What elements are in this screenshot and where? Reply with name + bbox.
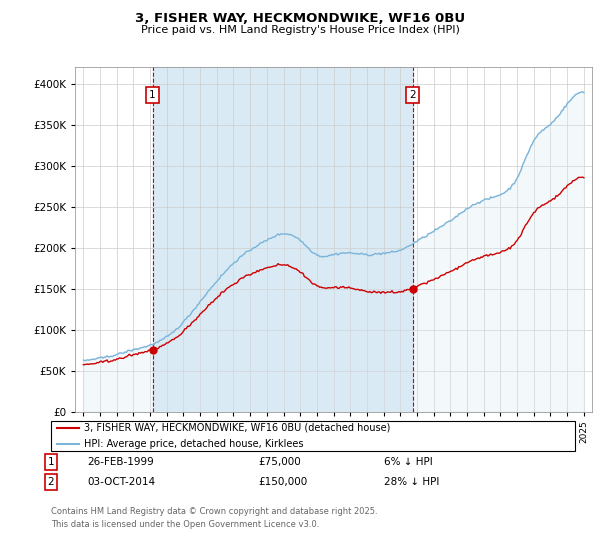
Text: Price paid vs. HM Land Registry's House Price Index (HPI): Price paid vs. HM Land Registry's House … bbox=[140, 25, 460, 35]
Text: 3, FISHER WAY, HECKMONDWIKE, WF16 0BU (detached house): 3, FISHER WAY, HECKMONDWIKE, WF16 0BU (d… bbox=[84, 423, 391, 433]
Text: 3, FISHER WAY, HECKMONDWIKE, WF16 0BU: 3, FISHER WAY, HECKMONDWIKE, WF16 0BU bbox=[135, 12, 465, 25]
Text: 26-FEB-1999: 26-FEB-1999 bbox=[87, 457, 154, 467]
Text: 1: 1 bbox=[149, 90, 156, 100]
Text: HPI: Average price, detached house, Kirklees: HPI: Average price, detached house, Kirk… bbox=[84, 438, 304, 449]
Text: 6% ↓ HPI: 6% ↓ HPI bbox=[384, 457, 433, 467]
Text: Contains HM Land Registry data © Crown copyright and database right 2025.: Contains HM Land Registry data © Crown c… bbox=[51, 507, 377, 516]
Text: 28% ↓ HPI: 28% ↓ HPI bbox=[384, 477, 439, 487]
Text: This data is licensed under the Open Government Licence v3.0.: This data is licensed under the Open Gov… bbox=[51, 520, 319, 529]
Text: 1: 1 bbox=[47, 457, 55, 467]
FancyBboxPatch shape bbox=[50, 421, 575, 451]
Bar bbox=[152, 67, 413, 412]
Text: 03-OCT-2014: 03-OCT-2014 bbox=[87, 477, 155, 487]
Text: £75,000: £75,000 bbox=[258, 457, 301, 467]
Text: £150,000: £150,000 bbox=[258, 477, 307, 487]
Text: 2: 2 bbox=[47, 477, 55, 487]
Text: 2: 2 bbox=[410, 90, 416, 100]
